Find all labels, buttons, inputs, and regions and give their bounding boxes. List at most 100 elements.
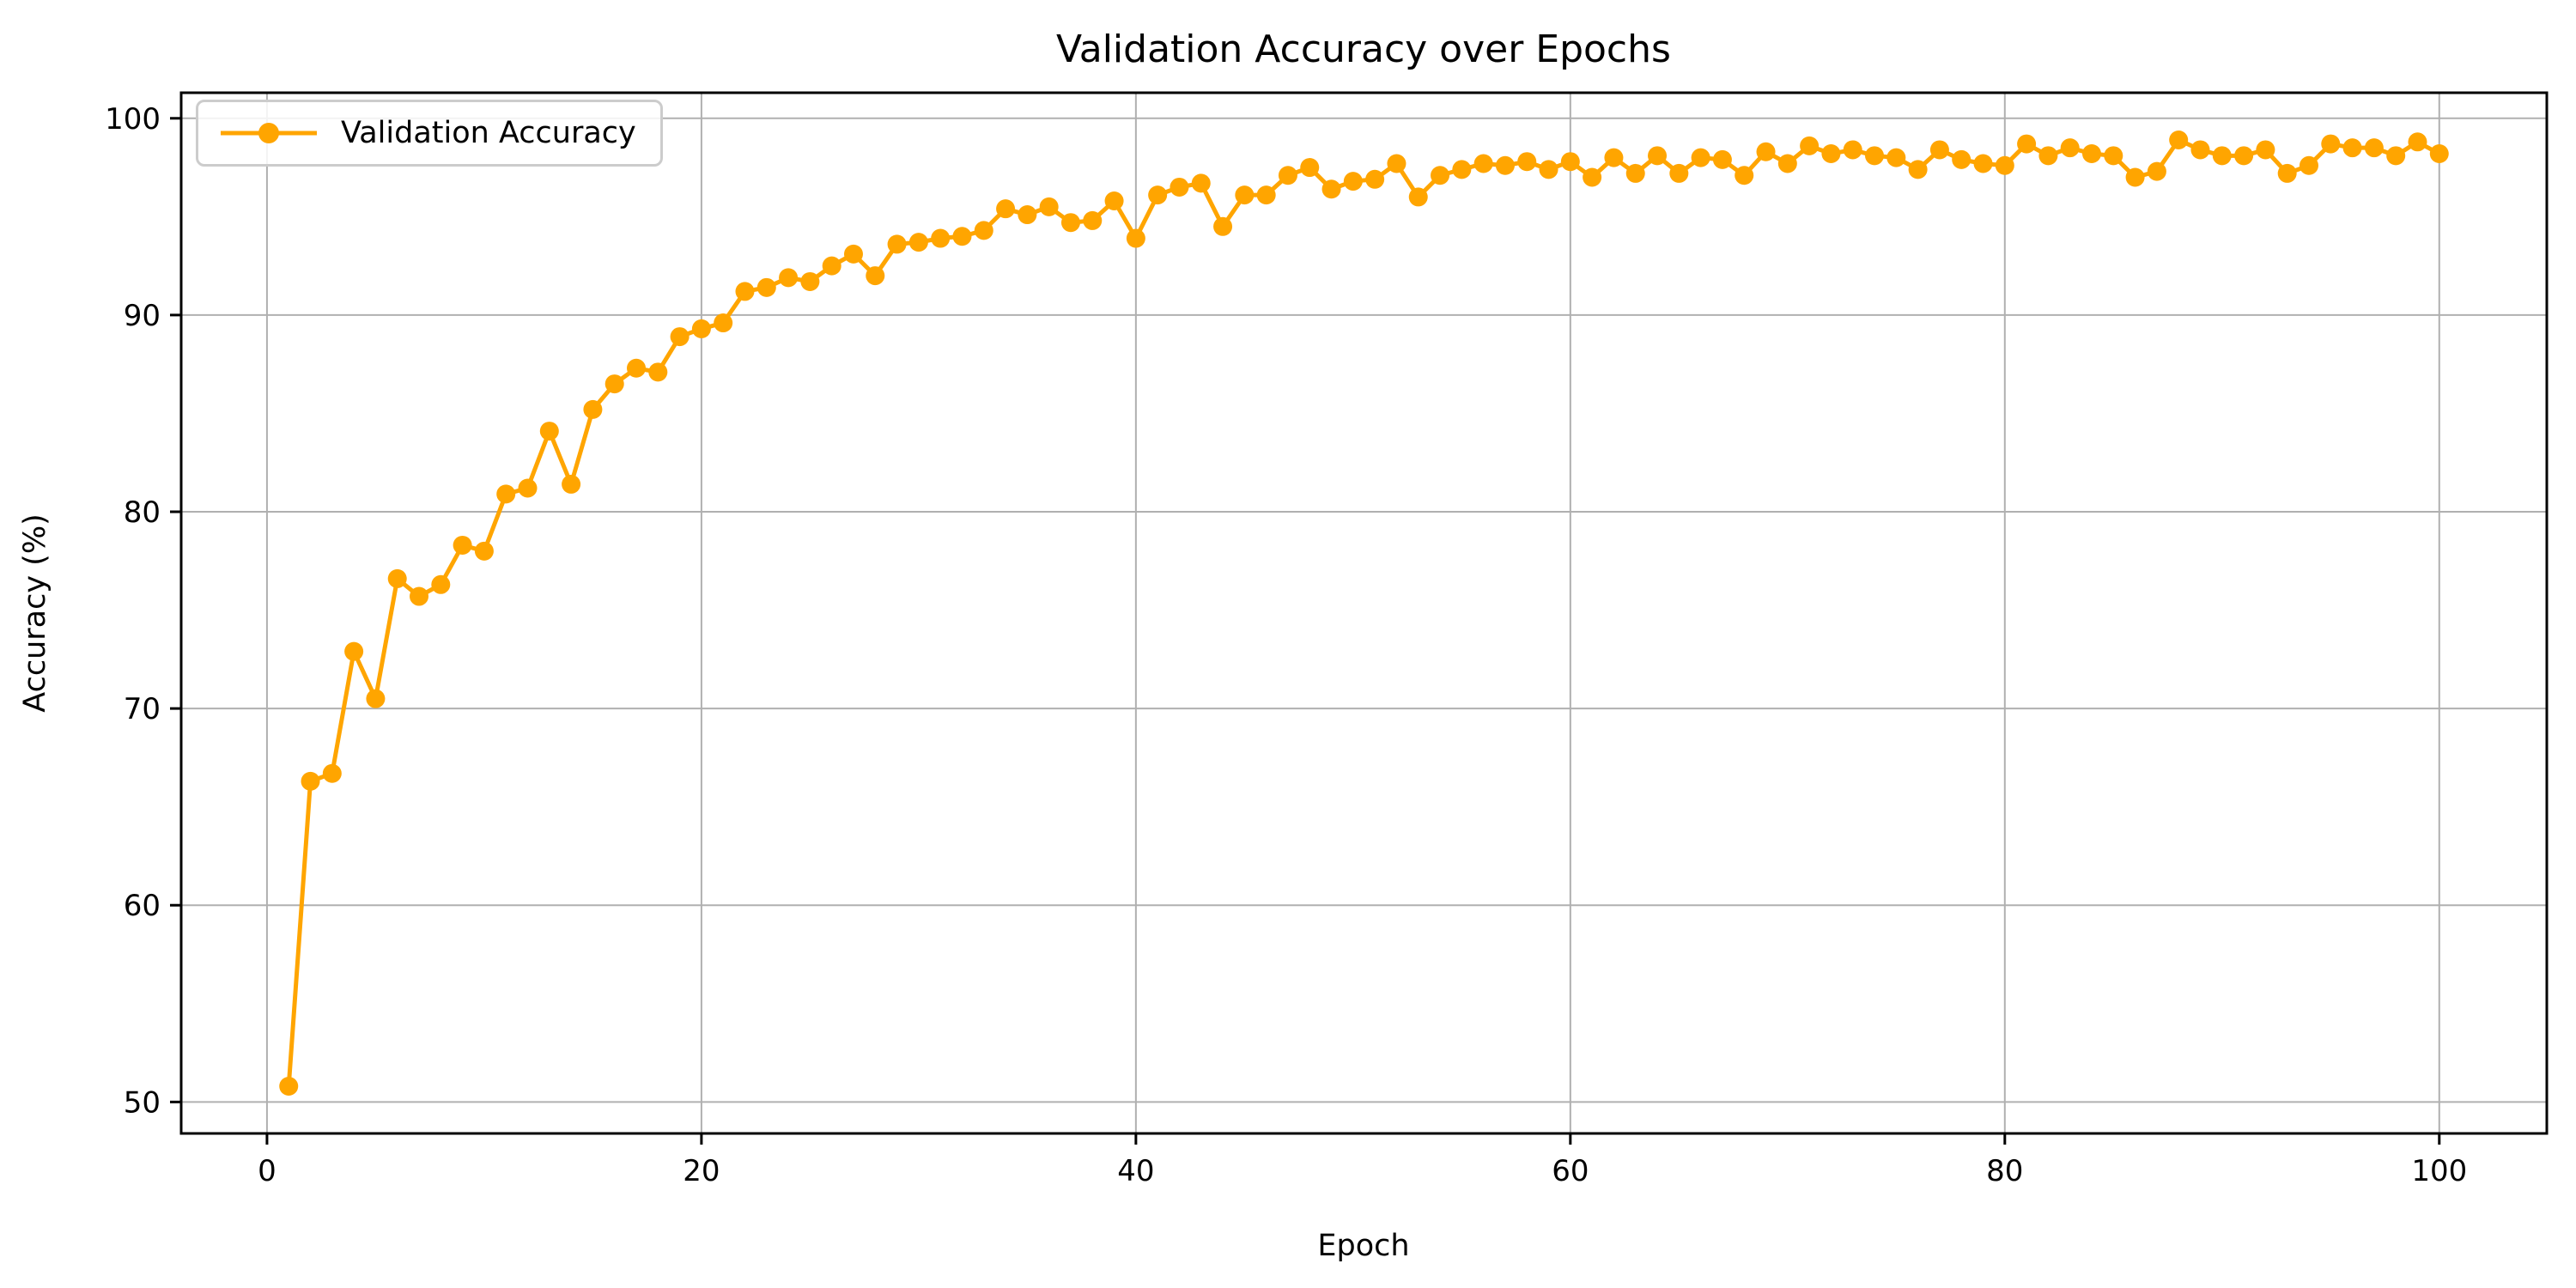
data-point [1452, 160, 1472, 179]
data-point [866, 266, 885, 286]
data-point [714, 313, 733, 333]
data-point [931, 228, 951, 248]
data-point [1018, 205, 1037, 225]
data-point [2429, 144, 2449, 164]
y-tick-label: 60 [124, 889, 161, 923]
data-point [691, 319, 711, 338]
x-tick-label: 40 [1117, 1154, 1154, 1188]
data-point [1083, 210, 1103, 230]
data-point [952, 227, 972, 246]
data-point [1387, 154, 1406, 173]
data-point [1560, 152, 1580, 172]
data-point [1886, 148, 1906, 167]
data-point [1929, 140, 1949, 160]
y-tick-label: 80 [124, 495, 161, 530]
data-point [2147, 161, 2166, 181]
x-tick-label: 60 [1552, 1154, 1589, 1188]
data-point [908, 233, 928, 252]
data-point [410, 586, 429, 606]
legend-line-marker-icon [221, 123, 317, 143]
data-point [366, 689, 386, 708]
data-point [1735, 166, 1754, 185]
data-point [2234, 146, 2254, 166]
data-point [344, 641, 364, 661]
data-point [2038, 146, 2058, 166]
data-point [2277, 163, 2297, 183]
data-point [2256, 140, 2275, 160]
data-point [1712, 149, 1732, 169]
data-point [996, 199, 1016, 219]
data-point [605, 374, 624, 394]
data-point [1908, 160, 1928, 179]
data-point [1777, 154, 1797, 173]
x-tick-label: 20 [683, 1154, 720, 1188]
data-point [1060, 213, 1080, 233]
data-point [1995, 155, 2014, 175]
data-point [627, 358, 647, 378]
data-point [2060, 138, 2080, 158]
plot-border [179, 91, 2549, 1135]
data-point [1669, 163, 1689, 183]
data-point [1213, 216, 1233, 236]
data-point [562, 474, 581, 494]
data-point [1104, 191, 1124, 211]
y-tick-label: 100 [105, 102, 161, 137]
data-point [735, 282, 755, 301]
data-point [887, 234, 907, 254]
data-point [1495, 155, 1515, 175]
data-point [1756, 142, 1776, 161]
data-point [756, 277, 776, 297]
x-tick-label: 0 [258, 1154, 276, 1188]
data-point [1604, 148, 1624, 167]
data-point [518, 478, 538, 498]
data-point [1973, 154, 1993, 173]
data-point [279, 1077, 299, 1097]
data-point [1126, 228, 1145, 248]
data-point [1278, 166, 1297, 185]
data-point [2408, 132, 2427, 152]
data-point [1473, 154, 1493, 173]
data-point [648, 362, 668, 382]
data-point [1039, 197, 1059, 216]
y-tick-label: 50 [124, 1085, 161, 1120]
data-point [387, 568, 407, 588]
y-tick-label: 70 [124, 692, 161, 726]
data-point [2104, 146, 2123, 166]
data-point [1517, 152, 1537, 172]
x-tick-label: 80 [1986, 1154, 2023, 1188]
data-point [1365, 169, 1385, 189]
data-point [1625, 163, 1645, 183]
data-point [1800, 136, 1820, 155]
y-tick-label: 90 [124, 299, 161, 333]
data-point [2299, 155, 2318, 175]
data-point [2125, 167, 2145, 187]
data-point [453, 535, 472, 555]
data-point [2342, 138, 2362, 158]
data-point [2081, 144, 2101, 164]
data-point [822, 256, 841, 276]
data-point [322, 763, 342, 783]
data-point [474, 541, 494, 561]
data-point [974, 221, 993, 240]
data-point [539, 422, 559, 441]
data-point [1191, 173, 1211, 193]
data-point [431, 574, 451, 594]
data-point [2364, 138, 2384, 158]
data-point [301, 771, 320, 791]
chart-title: Validation Accuracy over Epochs [1056, 27, 1671, 71]
x-tick-label: 100 [2411, 1154, 2467, 1188]
data-point [1952, 149, 1971, 169]
data-point [1321, 179, 1341, 199]
data-point [1170, 177, 1189, 197]
axis-ticks: 0 20 40 60 80 100 50 60 70 80 90 100 [105, 102, 2467, 1188]
data-point [2386, 146, 2406, 166]
data-point [1343, 172, 1363, 191]
grid-lines [181, 93, 2547, 1133]
data-point [1408, 187, 1428, 207]
data-point [1821, 144, 1841, 164]
data-point [583, 399, 603, 419]
data-point [1648, 146, 1668, 166]
data-point [2017, 134, 2037, 154]
data-point [1235, 185, 1255, 205]
